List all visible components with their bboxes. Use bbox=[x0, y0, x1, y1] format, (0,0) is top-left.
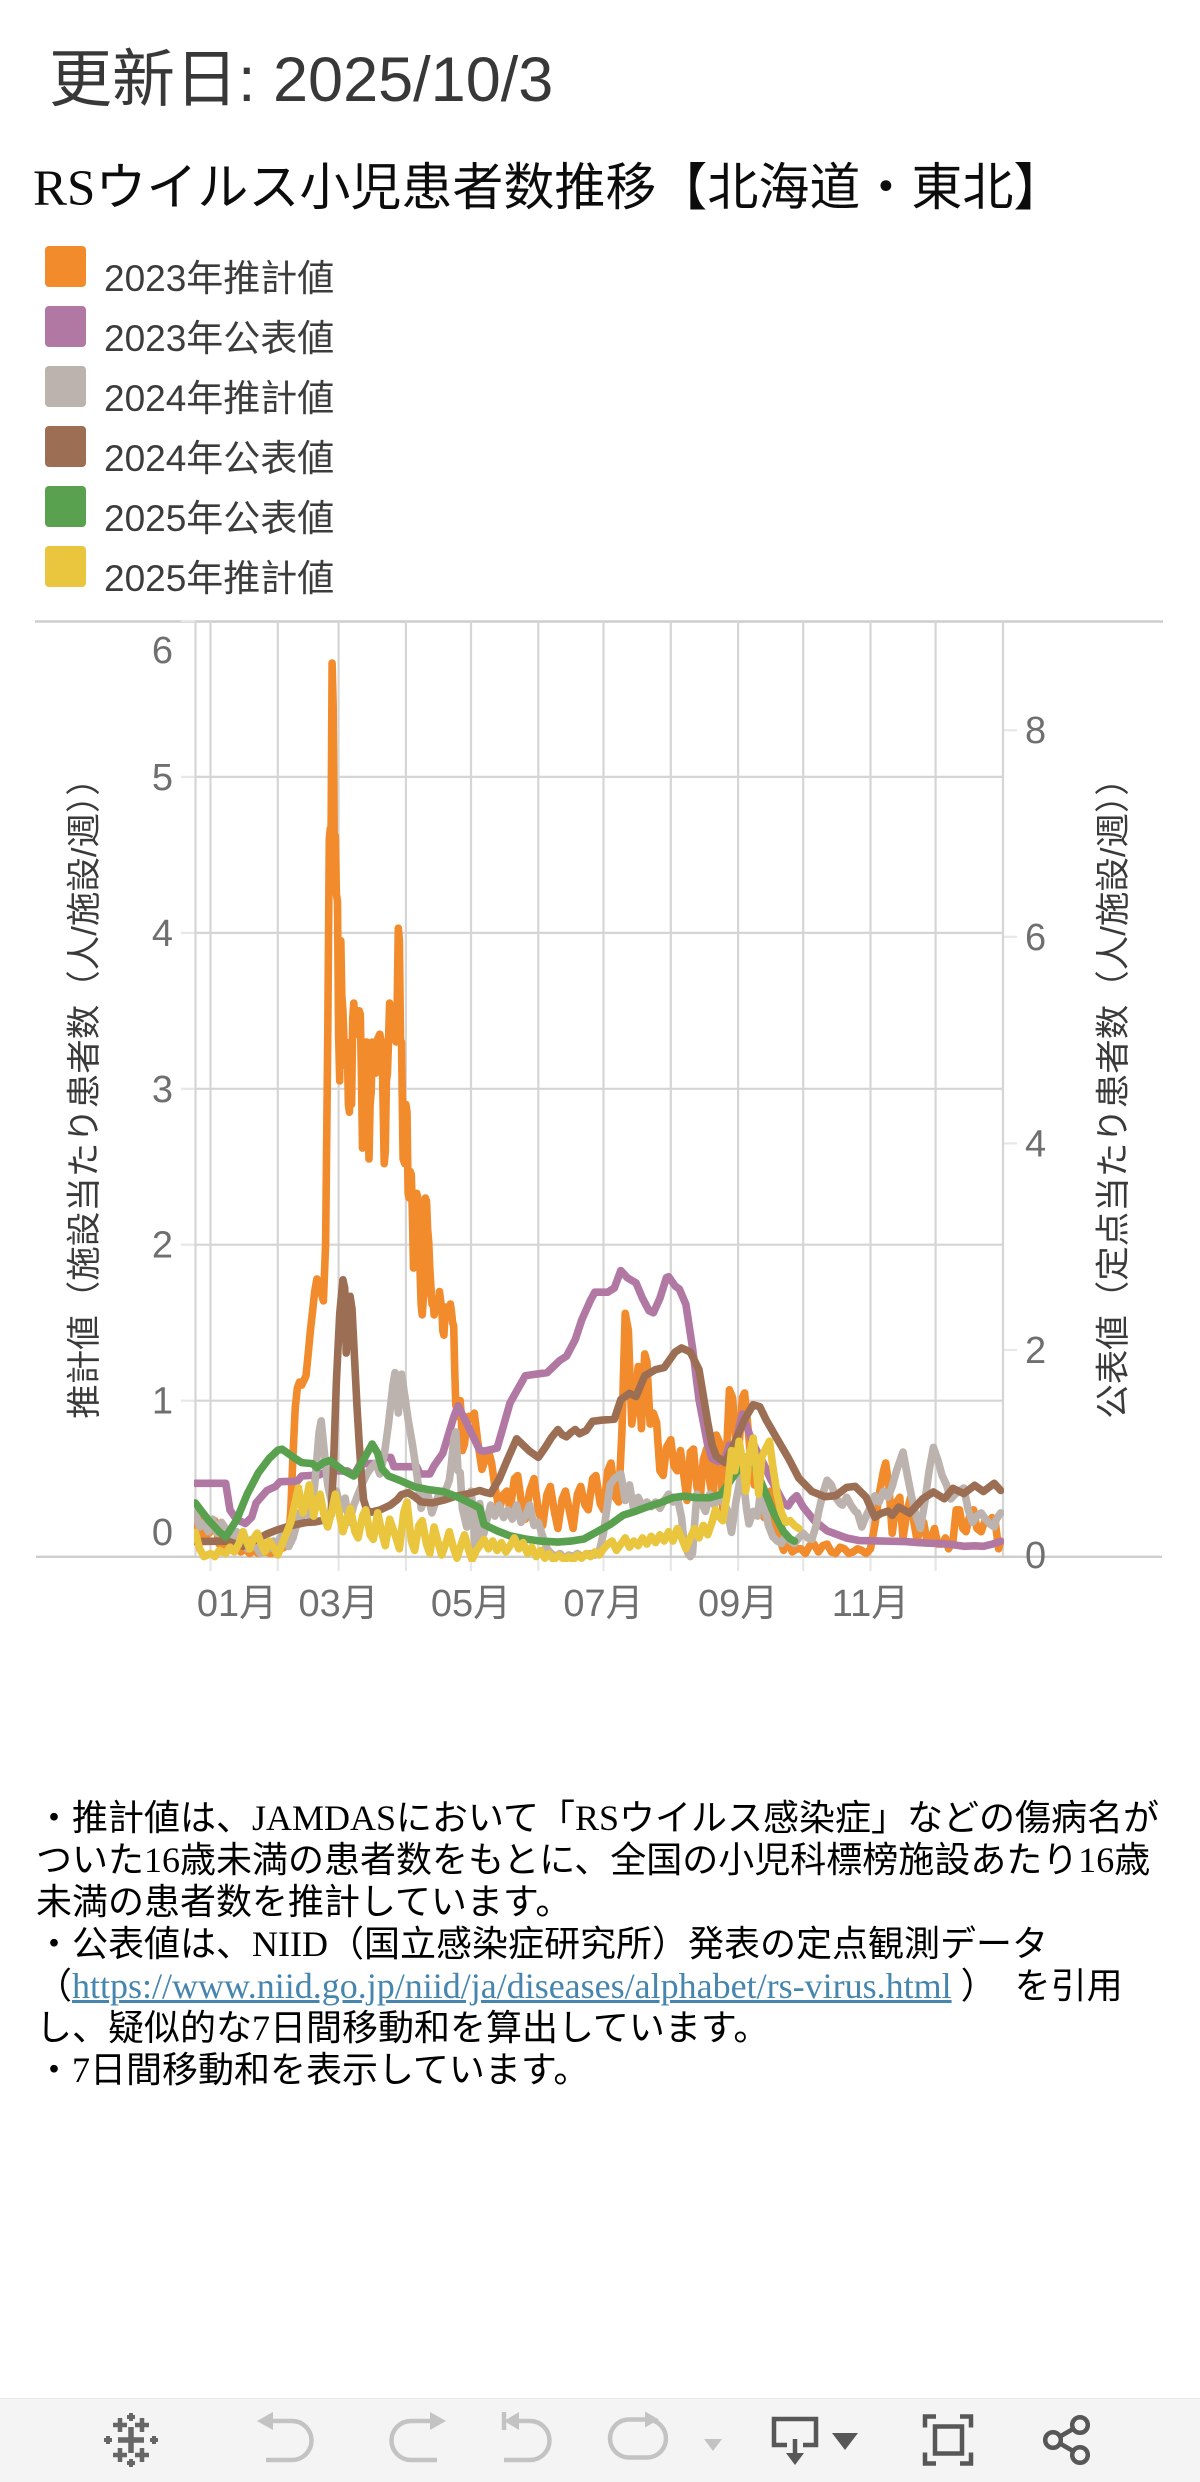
svg-text:07月: 07月 bbox=[563, 1583, 643, 1620]
svg-text:0: 0 bbox=[1025, 1535, 1046, 1577]
svg-text:2: 2 bbox=[1025, 1330, 1046, 1372]
svg-text:05月: 05月 bbox=[431, 1583, 511, 1620]
svg-text:2: 2 bbox=[152, 1225, 173, 1267]
svg-text:09月: 09月 bbox=[698, 1583, 778, 1620]
svg-text:6: 6 bbox=[152, 630, 173, 672]
svg-text:推計値（施設当たり患者数（人/施設/週））: 推計値（施設当たり患者数（人/施設/週）） bbox=[66, 761, 104, 1418]
svg-text:4: 4 bbox=[1025, 1123, 1046, 1165]
svg-text:1: 1 bbox=[152, 1381, 173, 1423]
svg-text:公表値（定点当たり患者数（人/施設/週））: 公表値（定点当たり患者数（人/施設/週）） bbox=[1095, 761, 1133, 1418]
svg-text:11月: 11月 bbox=[832, 1583, 909, 1620]
svg-text:0: 0 bbox=[152, 1512, 173, 1554]
svg-text:01月: 01月 bbox=[197, 1583, 277, 1620]
svg-text:03月: 03月 bbox=[298, 1583, 378, 1620]
svg-text:3: 3 bbox=[152, 1069, 173, 1111]
svg-text:8: 8 bbox=[1025, 710, 1046, 752]
svg-text:4: 4 bbox=[152, 913, 173, 955]
svg-text:5: 5 bbox=[152, 757, 173, 799]
svg-text:6: 6 bbox=[1025, 917, 1046, 959]
